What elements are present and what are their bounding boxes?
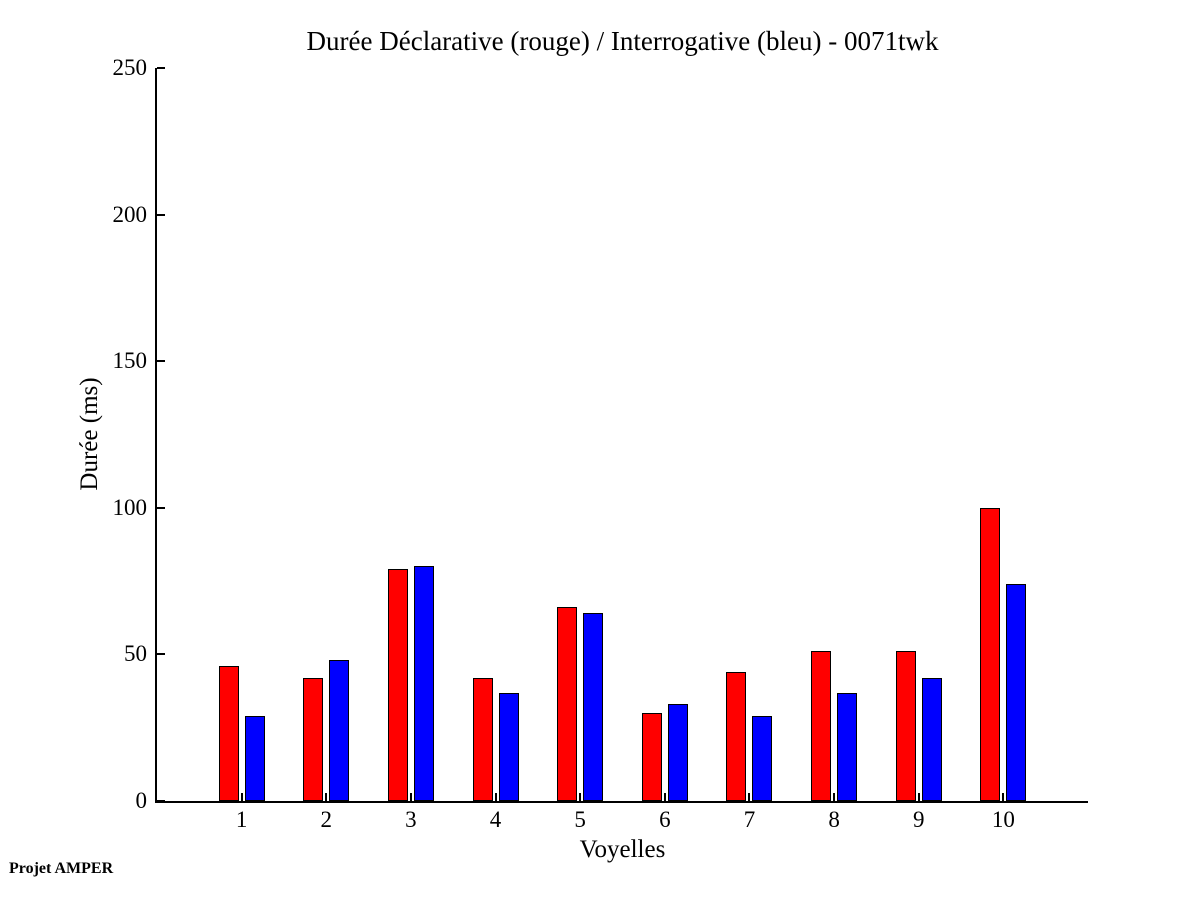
bar-interrogative-7 [752, 716, 773, 801]
x-axis-label: Voyelles [579, 836, 666, 863]
x-tick-label-9: 9 [912, 807, 925, 832]
y-tick-label-150: 150 [112, 348, 148, 374]
bar-declarative-9 [895, 651, 916, 801]
bar-interrogative-9 [921, 678, 942, 801]
x-tick-label-5: 5 [574, 807, 586, 832]
bar-declarative-3 [387, 569, 408, 801]
y-tick-label-0: 0 [135, 788, 148, 813]
x-tick-3 [409, 793, 412, 801]
y-tick-50 [157, 653, 165, 656]
x-tick-label-7: 7 [743, 807, 756, 832]
chart-title: Durée Déclarative (rouge) / Interrogativ… [306, 26, 939, 56]
x-tick-label-6: 6 [659, 807, 671, 832]
x-tick-label-8: 8 [828, 807, 840, 832]
bar-interrogative-8 [837, 693, 858, 801]
x-tick-2 [325, 793, 328, 801]
x-tick-6 [663, 793, 666, 801]
y-tick-200 [157, 213, 165, 216]
x-tick-label-4: 4 [489, 807, 502, 832]
x-tick-label-10: 10 [991, 807, 1015, 832]
bar-interrogative-1 [244, 716, 265, 801]
y-tick-label-100: 100 [112, 494, 148, 520]
x-tick-label-2: 2 [320, 807, 333, 832]
bar-declarative-7 [726, 672, 747, 801]
x-tick-5 [579, 793, 582, 801]
plot-area [155, 67, 1088, 803]
bar-declarative-8 [811, 651, 832, 801]
x-tick-1 [240, 793, 243, 801]
y-tick-150 [157, 360, 165, 363]
x-tick-7 [748, 793, 751, 801]
x-tick-10 [1002, 793, 1005, 801]
y-tick-100 [157, 506, 165, 509]
bar-interrogative-2 [329, 660, 350, 801]
bar-declarative-2 [303, 678, 324, 801]
y-tick-label-200: 200 [112, 201, 148, 227]
x-tick-label-1: 1 [235, 807, 248, 832]
y-tick-label-250: 250 [112, 55, 148, 80]
y-tick-250 [157, 67, 165, 69]
y-axis-label-text: Durée (ms) [76, 377, 103, 491]
y-tick-label-50: 50 [124, 641, 147, 667]
y-tick-0 [157, 800, 165, 802]
bar-interrogative-10 [1006, 584, 1027, 801]
bar-interrogative-6 [667, 704, 688, 801]
bar-declarative-10 [980, 508, 1001, 801]
bar-declarative-5 [557, 607, 578, 801]
bar-interrogative-5 [583, 613, 604, 801]
x-tick-8 [833, 793, 836, 801]
bar-interrogative-3 [413, 566, 434, 801]
bar-declarative-4 [472, 678, 493, 801]
x-tick-9 [917, 793, 920, 801]
bar-interrogative-4 [498, 693, 519, 801]
project-credit: Projet AMPER [9, 860, 114, 877]
bar-declarative-1 [218, 666, 239, 801]
x-tick-4 [494, 793, 497, 801]
bar-declarative-6 [641, 713, 662, 801]
x-tick-label-3: 3 [405, 807, 417, 832]
